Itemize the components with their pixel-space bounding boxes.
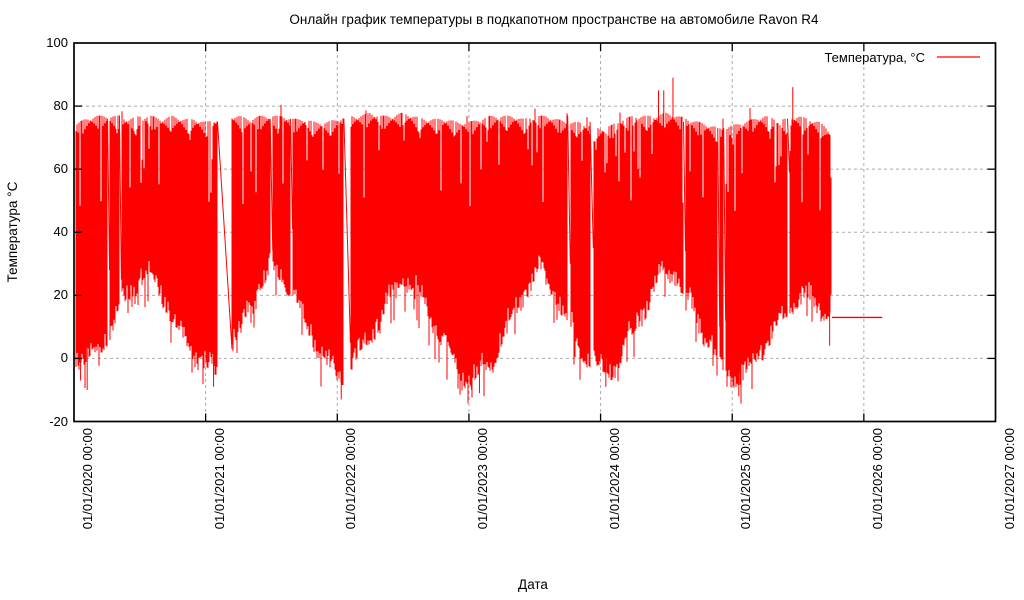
legend-label: Температура, °C — [824, 50, 925, 65]
x-tick-label: 01/01/2025 00:00 — [738, 428, 754, 530]
chart-title: Онлайн график температуры в подкапотном … — [289, 12, 819, 27]
y-tick-label: 60 — [53, 161, 68, 177]
gap-connector-line — [787, 118, 790, 173]
x-tick-label: 01/01/2022 00:00 — [343, 428, 359, 530]
x-tick-label: 01/01/2024 00:00 — [606, 428, 622, 530]
temperature-series-band — [75, 104, 832, 404]
gap-connector-line — [343, 118, 351, 343]
y-tick-label: -20 — [49, 413, 68, 429]
y-tick-label: 100 — [46, 35, 68, 50]
y-tick-label: 40 — [53, 224, 68, 240]
gap-connector-line — [683, 121, 686, 252]
y-tick-label: 20 — [53, 287, 68, 303]
gap-connector-line — [717, 128, 721, 327]
x-tick-label: 01/01/2026 00:00 — [869, 428, 885, 530]
gap-connector-line — [269, 118, 274, 252]
gap-connector-line — [723, 128, 727, 321]
x-tick-label: 01/01/2023 00:00 — [474, 428, 490, 530]
gap-connector-line — [589, 121, 594, 249]
x-axis-label: Дата — [518, 577, 548, 592]
gap-connector-line — [567, 115, 571, 264]
gap-connector-line — [290, 118, 294, 230]
gap-connector-line — [216, 121, 233, 349]
x-tick-label: 01/01/2021 00:00 — [211, 428, 227, 530]
gap-connector-line — [118, 115, 122, 280]
x-tick-label: 01/01/2027 00:00 — [1001, 428, 1017, 530]
y-tick-label: 80 — [53, 98, 68, 114]
gap-connector-line — [107, 118, 111, 271]
y-tick-label: 0 — [60, 350, 68, 366]
x-tick-label: 01/01/2020 00:00 — [80, 428, 95, 530]
